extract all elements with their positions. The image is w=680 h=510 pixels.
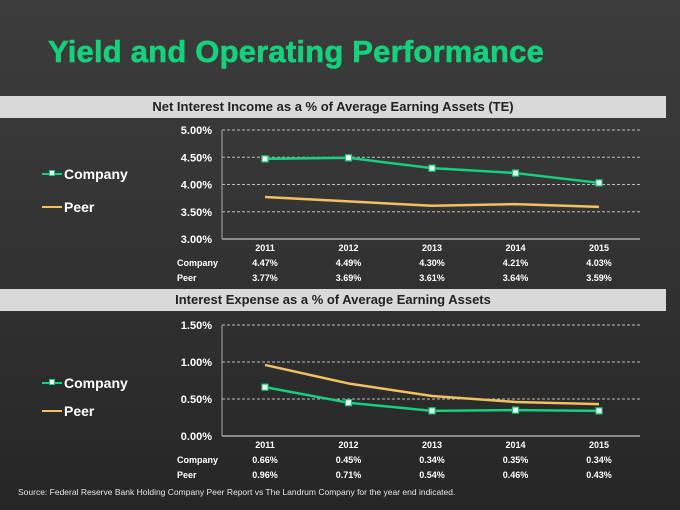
x-tick-label: 2015	[589, 243, 609, 253]
y-tick-label: 5.00%	[181, 125, 212, 137]
table-value-label: 3.64%	[503, 273, 529, 283]
chart1-net-interest-income: 3.00% 3.50% 4.00% 4.50% 5.00% 2011 2012 2013 201…	[177, 125, 640, 283]
source-note: Source: Federal Reserve Bank Holding Com…	[18, 487, 456, 497]
company-data-point	[261, 155, 269, 163]
table-value-label: 4.03%	[586, 258, 612, 268]
x-tick-label: 2011	[255, 243, 275, 253]
legend-item-company: Company	[42, 166, 128, 182]
company-data-point	[344, 399, 353, 407]
table-value-label: 4.21%	[503, 258, 529, 268]
table-value-label: 3.77%	[252, 273, 278, 283]
table-value-label: 3.61%	[419, 273, 445, 283]
company-line-icon	[42, 379, 62, 385]
chart2-interest-expense: 0.00% 0.50% 1.00% 1.50% 2011 2012 2013 2014 2015…	[177, 320, 640, 480]
peer-line-icon	[42, 206, 62, 208]
y-tick-label: 3.00%	[181, 234, 212, 246]
table-value-label: 0.66%	[252, 455, 278, 465]
chart1-title-bar: Net Interest Income as a % of Average Ea…	[0, 96, 666, 118]
table-value-label: 4.47%	[252, 258, 278, 268]
x-tick-label: 2012	[338, 243, 358, 253]
table-value-label: 0.34%	[419, 455, 445, 465]
table-value-label: 0.46%	[503, 470, 529, 480]
table-value-label: 0.54%	[419, 470, 445, 480]
table-row-label: Company	[177, 455, 218, 465]
table-row-label: Peer	[177, 470, 197, 480]
table-value-label: 0.71%	[336, 470, 362, 480]
x-tick-label: 2011	[255, 440, 275, 450]
company-data-point	[595, 407, 603, 415]
legend-item-company: Company	[42, 375, 128, 391]
chart2-title-bar: Interest Expense as a % of Average Earni…	[0, 289, 666, 311]
company-data-point	[428, 164, 436, 172]
table-value-label: 3.69%	[336, 273, 362, 283]
table-value-label: 3.59%	[586, 273, 612, 283]
company-data-point	[344, 154, 353, 162]
table-value-label: 4.30%	[419, 258, 445, 268]
y-tick-label: 0.50%	[181, 394, 212, 406]
peer-series-line	[264, 195, 600, 209]
y-tick-label: 3.50%	[181, 207, 212, 219]
x-tick-label: 2014	[505, 243, 525, 253]
x-tick-label: 2012	[338, 440, 358, 450]
table-value-label: 0.43%	[586, 470, 612, 480]
company-line-icon	[42, 170, 62, 176]
y-tick-label: 4.00%	[181, 180, 212, 192]
peer-series-line	[264, 363, 600, 406]
table-value-label: 0.45%	[336, 455, 362, 465]
table-value-label: 0.35%	[503, 455, 529, 465]
legend-item-peer: Peer	[42, 199, 94, 215]
x-tick-label: 2015	[589, 440, 609, 450]
peer-line-icon	[42, 410, 62, 412]
legend-label-peer: Peer	[64, 403, 95, 419]
slide-title: Yield and Operating Performance	[48, 34, 545, 70]
table-value-label: 0.34%	[586, 455, 612, 465]
table-row-label: Company	[177, 258, 218, 268]
x-tick-label: 2013	[422, 243, 442, 253]
table-row-label: Peer	[177, 273, 197, 283]
company-data-point	[511, 406, 520, 414]
y-tick-label: 0.00%	[181, 431, 212, 443]
y-tick-label: 1.50%	[181, 320, 212, 332]
x-tick-label: 2014	[505, 440, 525, 450]
company-data-point	[511, 169, 520, 177]
company-data-point	[595, 179, 603, 187]
x-tick-label: 2013	[422, 440, 442, 450]
legend-label-peer: Peer	[64, 199, 95, 215]
table-value-label: 0.96%	[252, 470, 278, 480]
legend-item-peer: Peer	[42, 403, 94, 419]
company-data-point	[428, 407, 436, 415]
legend-label-company: Company	[64, 375, 128, 391]
table-value-label: 4.49%	[336, 258, 362, 268]
y-tick-label: 4.50%	[181, 152, 212, 164]
legend-label-company: Company	[64, 166, 128, 182]
y-tick-label: 1.00%	[181, 357, 212, 369]
company-data-point	[261, 383, 269, 391]
